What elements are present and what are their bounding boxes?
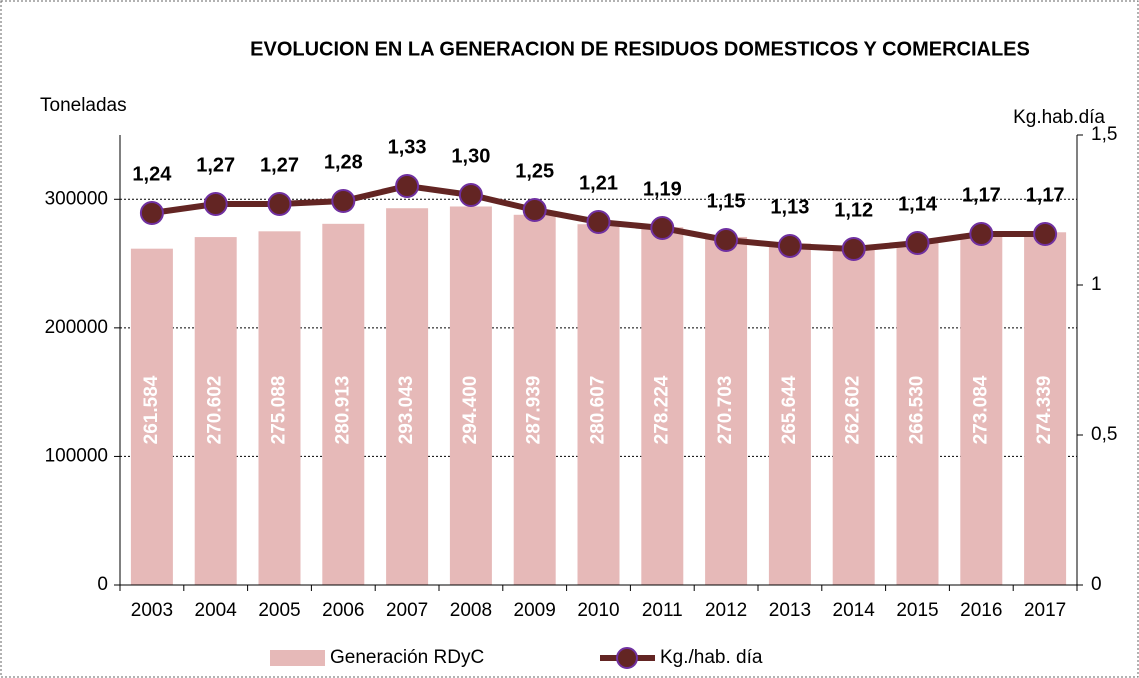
x-tick-label: 2014 <box>833 600 876 621</box>
y2-axis-label: Kg.hab.día <box>1013 107 1105 128</box>
bar <box>386 208 429 586</box>
line-marker <box>395 174 420 198</box>
bar-value-label: 270.602 <box>205 376 226 445</box>
x-tick-label: 2017 <box>1024 600 1066 621</box>
bar-value-label: 265.644 <box>779 375 800 444</box>
bar <box>130 248 173 585</box>
y-tick-label: 0 <box>97 574 108 595</box>
y2-tick-label: 0 <box>1091 574 1102 595</box>
legend-label: Generación RDyC <box>330 647 484 668</box>
bar <box>1024 232 1067 585</box>
line-marker <box>586 210 611 234</box>
bar-value-label: 293.043 <box>396 376 417 445</box>
y2-tick-label: 0,5 <box>1091 424 1117 445</box>
x-tick-label: 2007 <box>386 600 428 621</box>
bar-value-label: 280.913 <box>332 376 353 445</box>
line-marker <box>650 216 675 240</box>
line-marker <box>203 192 228 216</box>
line-marker <box>841 237 866 261</box>
x-tick-label: 2016 <box>960 600 1002 621</box>
bar <box>194 237 237 586</box>
bar <box>641 227 684 585</box>
x-tick-label: 2006 <box>322 600 364 621</box>
x-tick-label: 2012 <box>705 600 747 621</box>
line-value-label: 1,33 <box>388 136 427 158</box>
bar-value-label: 278.224 <box>651 375 672 444</box>
bar-value-label: 275.088 <box>269 376 290 445</box>
line-marker <box>777 234 802 258</box>
bar <box>768 243 811 586</box>
bar-value-label: 266.530 <box>907 376 928 445</box>
x-tick-label: 2005 <box>258 600 300 621</box>
bar <box>322 223 365 585</box>
line-value-label: 1,13 <box>770 196 809 218</box>
x-tick-label: 2004 <box>195 600 238 621</box>
line-value-label: 1,27 <box>260 154 299 176</box>
bar-value-label: 274.339 <box>1034 376 1055 445</box>
bar-value-label: 294.400 <box>460 376 481 445</box>
line-value-label: 1,14 <box>898 193 938 215</box>
line-marker <box>139 201 164 225</box>
y-tick-label: 100000 <box>45 445 108 466</box>
line-value-label: 1,15 <box>707 190 746 212</box>
bar <box>449 206 492 585</box>
x-tick-label: 2015 <box>896 600 938 621</box>
bar-value-label: 273.084 <box>970 375 991 444</box>
line-value-label: 1,19 <box>643 178 682 200</box>
bar-value-label: 280.607 <box>588 376 609 445</box>
y2-tick-label: 1,5 <box>1091 124 1117 145</box>
y2-tick-label: 1 <box>1091 274 1102 295</box>
x-tick-label: 2009 <box>514 600 556 621</box>
bar <box>960 233 1003 585</box>
x-tick-label: 2010 <box>577 600 619 621</box>
line-value-label: 1,17 <box>1026 184 1065 206</box>
bar <box>705 236 748 585</box>
bar-value-label: 287.939 <box>524 376 545 445</box>
line-value-label: 1,12 <box>834 199 873 221</box>
line-marker <box>522 198 547 222</box>
bar-value-label: 261.584 <box>141 375 162 444</box>
line-value-label: 1,27 <box>196 154 235 176</box>
bar <box>513 214 556 585</box>
y-axis-label: Toneladas <box>40 95 127 116</box>
legend-marker <box>616 647 638 669</box>
x-tick-label: 2011 <box>642 600 683 621</box>
chart-title: EVOLUCION EN LA GENERACION DE RESIDUOS D… <box>250 38 1030 60</box>
line-value-label: 1,30 <box>451 145 490 167</box>
bar <box>832 247 875 586</box>
bar <box>896 242 939 585</box>
line-marker <box>905 231 930 255</box>
line-marker <box>1033 222 1058 246</box>
x-tick-label: 2008 <box>450 600 492 621</box>
bar-value-label: 270.703 <box>715 376 736 445</box>
line-value-label: 1,28 <box>324 151 363 173</box>
line-marker <box>458 183 483 207</box>
line-value-label: 1,24 <box>132 163 172 185</box>
bar-value-label: 262.602 <box>843 376 864 445</box>
line-marker <box>969 222 994 246</box>
x-tick-label: 2013 <box>769 600 811 621</box>
legend-label: Kg./hab. día <box>660 647 763 668</box>
bar <box>577 224 620 585</box>
line-value-label: 1,17 <box>962 184 1001 206</box>
line-value-label: 1,21 <box>579 172 618 194</box>
y-tick-label: 300000 <box>45 188 108 209</box>
line-marker <box>714 228 739 252</box>
bar <box>258 231 301 585</box>
legend-swatch <box>270 650 325 666</box>
x-tick-label: 2003 <box>131 600 173 621</box>
line-marker <box>267 192 292 216</box>
line-marker <box>331 189 356 213</box>
y-tick-label: 200000 <box>45 317 108 338</box>
line-value-label: 1,25 <box>515 160 554 182</box>
